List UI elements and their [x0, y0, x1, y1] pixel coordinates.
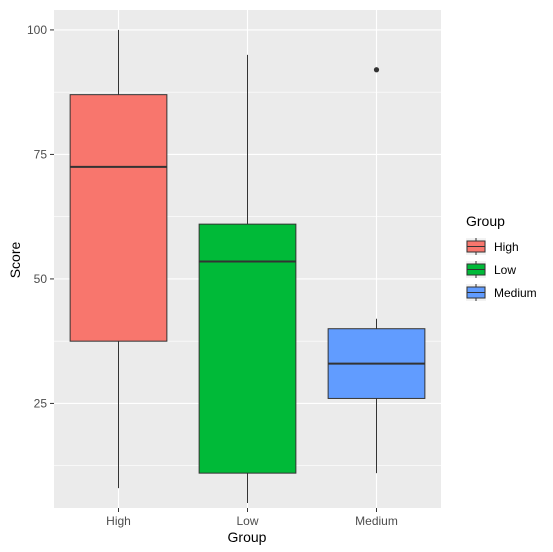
legend-label: Low: [494, 263, 516, 277]
y-tick-label: 50: [34, 272, 48, 286]
legend-title: Group: [466, 213, 505, 229]
boxes: [69, 29, 426, 504]
legend-label: Medium: [494, 286, 537, 300]
box-medium: [327, 67, 426, 474]
legend-item-high: High: [466, 238, 519, 255]
outlier-point: [373, 67, 380, 73]
y-axis: 25 50 75 100: [27, 23, 54, 410]
y-tick-label: 100: [27, 23, 47, 37]
box-iqr: [69, 94, 168, 342]
y-tick-label: 25: [34, 396, 48, 410]
legend: Group High Low Medium: [466, 213, 537, 301]
x-axis: High Low Medium: [106, 508, 398, 528]
box-low: [198, 54, 297, 504]
x-tick-label: Medium: [355, 514, 398, 528]
box-high: [69, 29, 168, 489]
legend-item-low: Low: [466, 261, 516, 278]
x-tick-label: Low: [236, 514, 258, 528]
legend-label: High: [494, 240, 519, 254]
x-axis-title: Group: [228, 529, 267, 545]
y-axis-title: Score: [7, 242, 23, 279]
x-tick-label: High: [106, 514, 131, 528]
legend-item-medium: Medium: [466, 284, 537, 301]
y-tick-label: 75: [34, 147, 48, 161]
box-iqr: [198, 223, 297, 474]
